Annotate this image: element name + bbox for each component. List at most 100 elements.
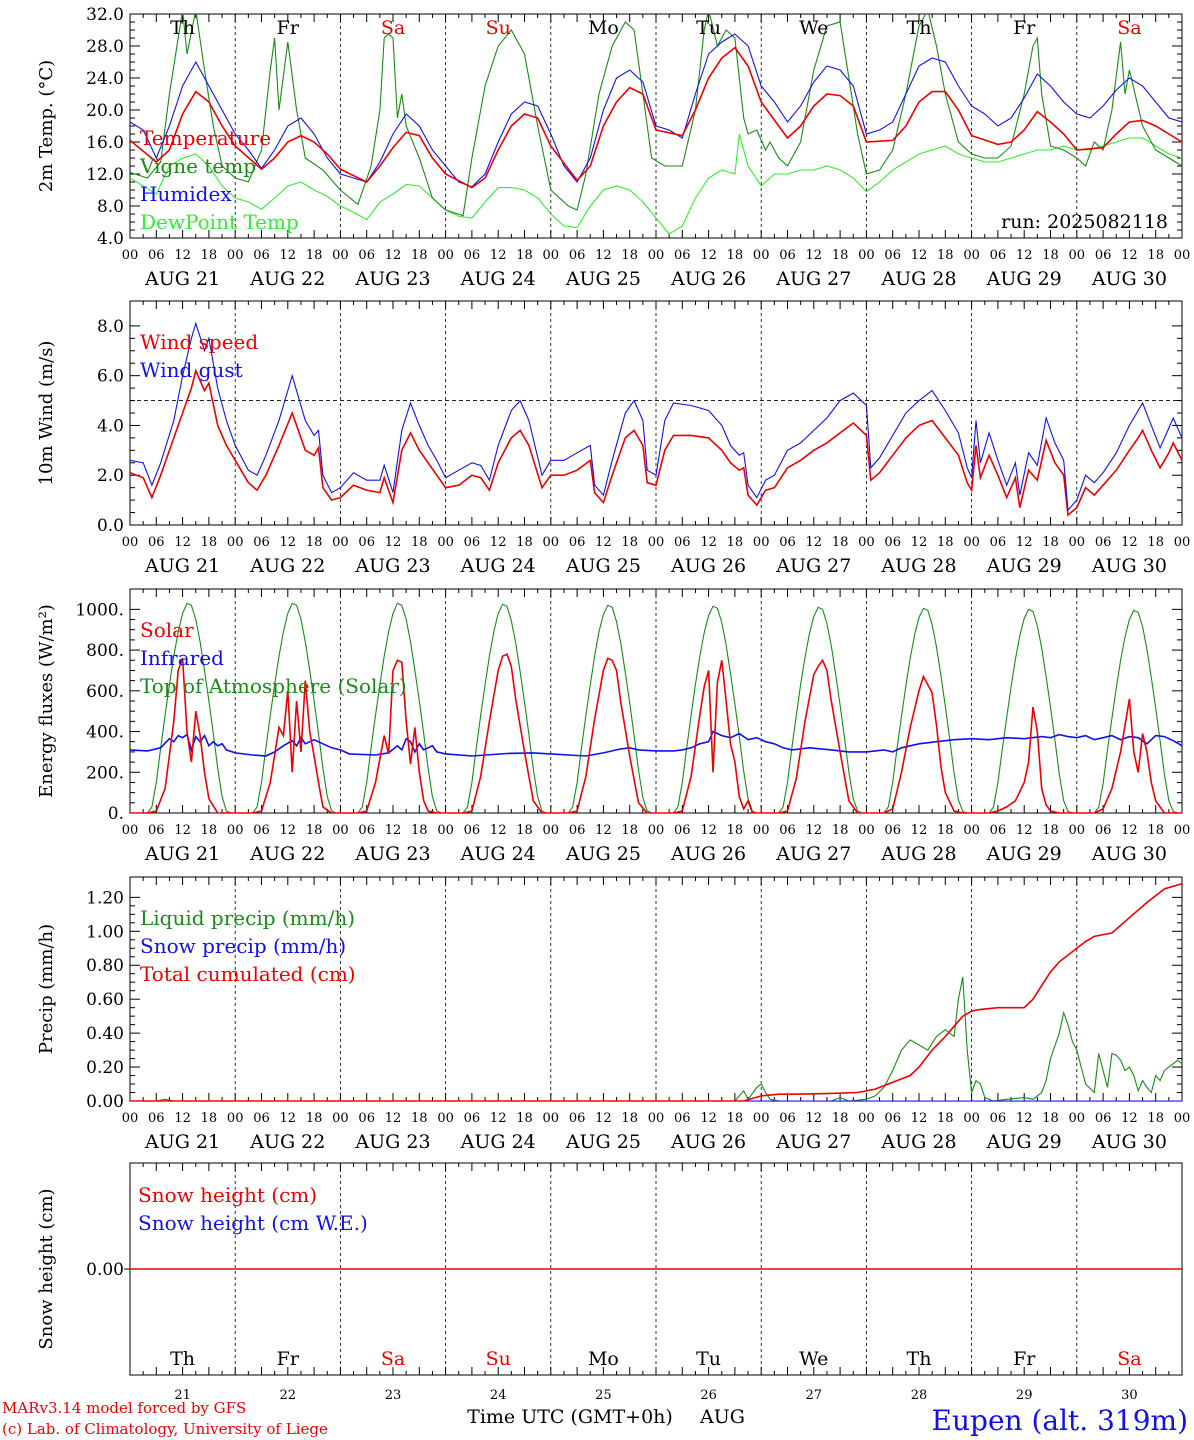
hour-tick-label: 12 xyxy=(174,1111,191,1126)
date-label: AUG 24 xyxy=(460,268,536,290)
hour-tick-label: 00 xyxy=(543,248,560,263)
series-line-humidex xyxy=(130,33,1182,188)
hour-tick-label: 18 xyxy=(306,535,323,550)
hour-tick-label: 12 xyxy=(911,535,928,550)
y-tick-label: 2.0 xyxy=(97,466,124,486)
y-tick-label: 4.0 xyxy=(97,229,124,249)
legend-entry: Vigne temp xyxy=(139,154,256,178)
hour-tick-label: 12 xyxy=(490,1111,507,1126)
date-label: AUG 30 xyxy=(1091,843,1167,865)
hour-tick-label: 00 xyxy=(1069,535,1086,550)
date-label: AUG 24 xyxy=(460,843,536,865)
day-name-label: Fr xyxy=(277,17,300,39)
y-tick-label: 0.20 xyxy=(86,1058,124,1078)
hour-tick-label: 06 xyxy=(358,248,375,263)
panel-3: 0. 200. 400. 600. 800. 1000. Energy fluxes (W/… xyxy=(36,588,1191,865)
hour-tick-label: 06 xyxy=(990,823,1007,838)
y-tick-label: 1000. xyxy=(75,600,124,620)
date-label: AUG 25 xyxy=(565,1131,641,1153)
hour-tick-label: 12 xyxy=(174,823,191,838)
date-label: AUG 22 xyxy=(249,555,325,577)
hour-tick-label: 12 xyxy=(1121,823,1138,838)
hour-tick-label: 12 xyxy=(174,248,191,263)
date-label: AUG 25 xyxy=(565,555,641,577)
hour-tick-label: 12 xyxy=(700,823,717,838)
hour-tick-label: 12 xyxy=(806,535,823,550)
y-tick-label: 8.0 xyxy=(97,317,124,337)
y-axis-label: Precip (mm/h) xyxy=(36,924,57,1054)
day-name-label: Mo xyxy=(588,1348,619,1370)
legend-entry: Humidex xyxy=(140,182,232,206)
hour-tick-label: 18 xyxy=(1147,248,1164,263)
hour-tick-label: 12 xyxy=(595,248,612,263)
hour-tick-label: 12 xyxy=(385,535,402,550)
hour-tick-label: 18 xyxy=(621,535,638,550)
y-axis-label: 10m Wind (m/s) xyxy=(36,341,57,486)
hour-tick-label: 06 xyxy=(464,823,481,838)
y-tick-label: 12.0 xyxy=(86,165,124,185)
hour-tick-label: 00 xyxy=(543,535,560,550)
hour-tick-label: 18 xyxy=(516,248,533,263)
hour-tick-label: 18 xyxy=(516,535,533,550)
hour-tick-label: 18 xyxy=(1147,823,1164,838)
hour-tick-label: 18 xyxy=(727,1111,744,1126)
day-number-label: 29 xyxy=(1016,1388,1033,1403)
y-tick-label: 6.0 xyxy=(97,367,124,387)
hour-tick-label: 00 xyxy=(122,1111,139,1126)
hour-tick-label: 06 xyxy=(569,535,586,550)
series-line-wind-gust xyxy=(130,321,1182,512)
hour-tick-label: 12 xyxy=(595,823,612,838)
hour-tick-label: 06 xyxy=(779,535,796,550)
hour-tick-label: 12 xyxy=(911,823,928,838)
hour-tick-label: 06 xyxy=(253,248,270,263)
hour-tick-label: 06 xyxy=(779,248,796,263)
day-name-label: Su xyxy=(486,1348,511,1370)
date-label: AUG 23 xyxy=(354,1131,430,1153)
day-number-label: 24 xyxy=(490,1388,507,1403)
date-label: AUG 21 xyxy=(144,843,220,865)
date-label: AUG 24 xyxy=(460,555,536,577)
date-label: AUG 26 xyxy=(670,843,746,865)
hour-tick-label: 06 xyxy=(569,1111,586,1126)
hour-tick-label: 12 xyxy=(1121,535,1138,550)
station-label: Eupen (alt. 319m) xyxy=(932,1404,1188,1437)
hour-tick-label: 18 xyxy=(1042,535,1059,550)
hour-tick-label: 00 xyxy=(437,535,454,550)
day-name-label: Su xyxy=(486,17,511,39)
hour-tick-label: 18 xyxy=(516,823,533,838)
y-tick-label: 16.0 xyxy=(86,133,124,153)
hour-tick-label: 00 xyxy=(437,248,454,263)
legend-entry: Wind speed xyxy=(140,330,258,354)
date-label: AUG 28 xyxy=(880,555,956,577)
date-label: AUG 29 xyxy=(986,555,1062,577)
hour-tick-label: 12 xyxy=(1016,248,1033,263)
hour-tick-label: 00 xyxy=(227,535,244,550)
hour-tick-label: 18 xyxy=(411,248,428,263)
hour-tick-label: 12 xyxy=(911,1111,928,1126)
series-line-temperature xyxy=(130,46,1182,189)
legend-entry: Liquid precip (mm/h) xyxy=(140,906,355,930)
day-name-label: Th xyxy=(170,17,195,39)
hour-tick-label: 00 xyxy=(227,823,244,838)
hour-tick-label: 00 xyxy=(1174,823,1191,838)
hour-tick-label: 06 xyxy=(358,535,375,550)
hour-tick-label: 00 xyxy=(122,823,139,838)
legend-entry: DewPoint Temp xyxy=(140,210,299,234)
hour-tick-label: 00 xyxy=(543,823,560,838)
day-name-label: Tu xyxy=(696,17,721,39)
hour-tick-label: 00 xyxy=(122,535,139,550)
day-name-label: We xyxy=(799,1348,828,1370)
hour-tick-label: 00 xyxy=(648,1111,665,1126)
hour-tick-label: 12 xyxy=(280,248,297,263)
date-label: AUG 23 xyxy=(354,268,430,290)
date-label: AUG 21 xyxy=(144,1131,220,1153)
date-label: AUG 28 xyxy=(880,843,956,865)
hour-tick-label: 18 xyxy=(937,1111,954,1126)
hour-tick-label: 12 xyxy=(280,1111,297,1126)
hour-tick-label: 00 xyxy=(753,1111,770,1126)
hour-tick-label: 00 xyxy=(1069,248,1086,263)
day-name-label: We xyxy=(799,17,828,39)
y-tick-label: 0.0 xyxy=(97,516,124,536)
date-label: AUG 30 xyxy=(1091,268,1167,290)
